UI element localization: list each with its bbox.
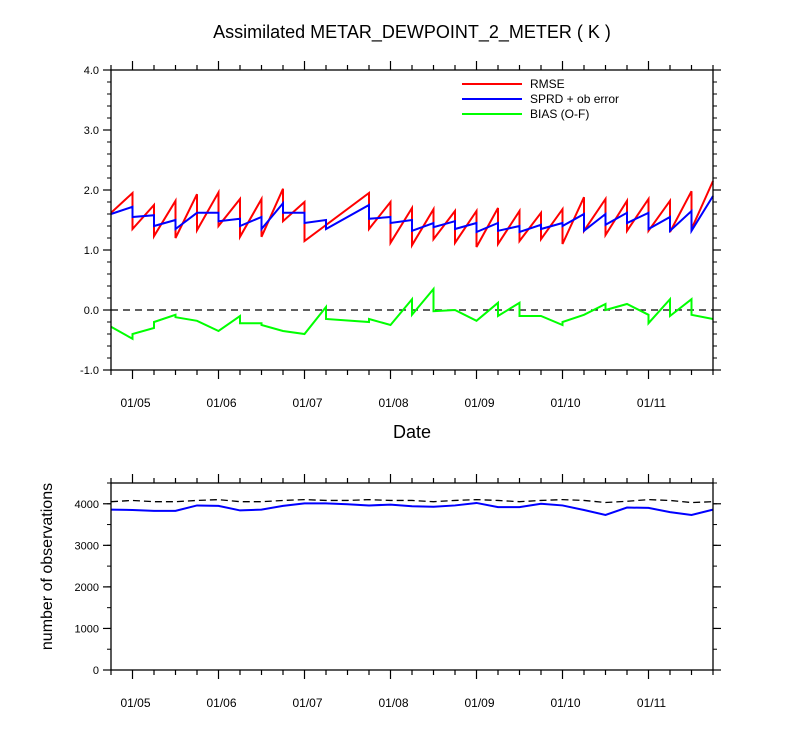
legend-label-sprd-ob-error: SPRD + ob error [530, 92, 619, 106]
y-tick-label: 0 [93, 665, 99, 677]
y-tick-label: 4000 [75, 499, 99, 511]
x-tick-label: 01/10 [550, 396, 580, 410]
x-tick-label: 01/06 [206, 696, 236, 710]
y-tick-label: 3.0 [84, 125, 99, 137]
y-tick-label: 1.0 [84, 245, 99, 257]
x-tick-label: 01/10 [550, 696, 580, 710]
top-panel: Assimilated METAR_DEWPOINT_2_METER ( K )… [80, 22, 721, 442]
x-axis-label: Date [393, 422, 431, 442]
legend-label-bias-o-f: BIAS (O-F) [530, 107, 589, 121]
x-tick-label: 01/08 [378, 396, 408, 410]
series-line-sprd-ob-error [110, 195, 714, 235]
x-tick-label: 01/05 [120, 696, 150, 710]
x-tick-label: 01/09 [464, 696, 494, 710]
series-line-assimilated [110, 501, 714, 517]
series-line-possible [110, 498, 714, 504]
y-tick-label: -1.0 [80, 365, 99, 377]
y-tick-label: 0.0 [84, 305, 99, 317]
x-tick-label: 01/05 [120, 396, 150, 410]
x-tick-label: 01/07 [292, 396, 322, 410]
y-tick-label: 2000 [75, 582, 99, 594]
x-tick-label: 01/06 [206, 396, 236, 410]
y-tick-label: 4.0 [84, 65, 99, 77]
series-line-bias-o-f [110, 286, 714, 341]
y-tick-label: 3000 [75, 540, 99, 552]
bottom-panel: 4000 3000 2000 1000 0 01/05 01/06 01/07 01/08 01/… [39, 474, 721, 710]
x-tick-label: 01/09 [464, 396, 494, 410]
y-axis-label: number of observations [39, 483, 56, 650]
y-tick-label: 1000 [75, 623, 99, 635]
y-tick-label: 2.0 [84, 185, 99, 197]
x-tick-label: 01/11 [637, 696, 666, 710]
chart-title: Assimilated METAR_DEWPOINT_2_METER ( K ) [213, 22, 611, 43]
x-tick-label: 01/07 [292, 696, 322, 710]
x-tick-label: 01/08 [378, 696, 408, 710]
x-tick-label: 01/11 [637, 396, 666, 410]
legend-label-rmse: RMSE [530, 77, 565, 91]
